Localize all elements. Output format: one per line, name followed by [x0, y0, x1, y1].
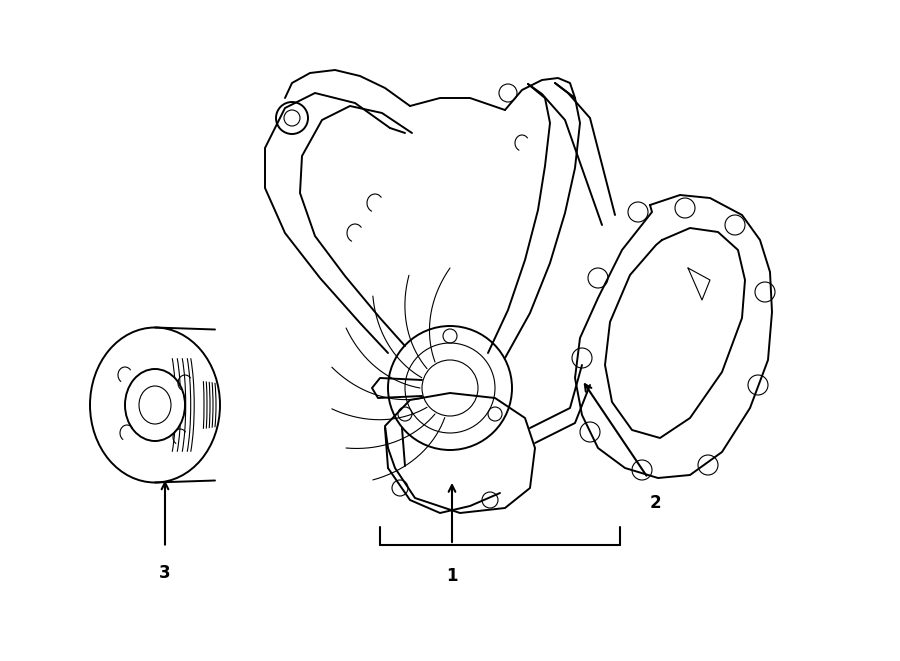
Ellipse shape — [125, 369, 185, 441]
Circle shape — [276, 102, 308, 134]
Text: 2: 2 — [649, 494, 661, 512]
Text: 3: 3 — [159, 564, 171, 582]
Text: 1: 1 — [446, 567, 458, 585]
Circle shape — [388, 326, 512, 450]
